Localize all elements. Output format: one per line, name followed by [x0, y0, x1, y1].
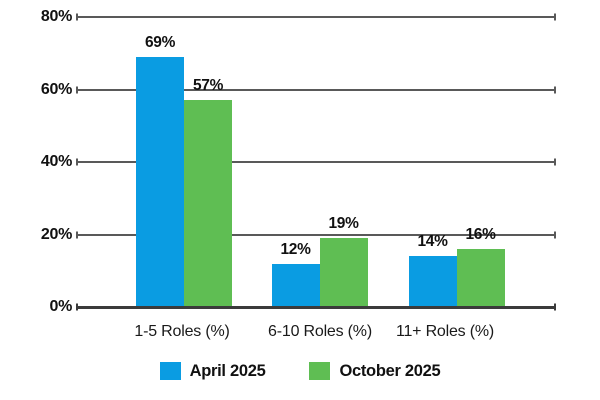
- x-category-label: 1-5 Roles (%): [134, 323, 230, 340]
- x-category-label: 6-10 Roles (%): [268, 323, 372, 340]
- bar-october-2025: [456, 249, 505, 307]
- gridline: [77, 161, 555, 163]
- legend-item: October 2025: [309, 361, 441, 381]
- data-label: 57%: [192, 77, 224, 95]
- legend-label: October 2025: [339, 361, 441, 380]
- data-label: 14%: [417, 233, 448, 251]
- x-axis-line: [77, 305, 555, 309]
- data-label: 16%: [465, 226, 496, 243]
- legend-swatch: [159, 362, 181, 380]
- y-tick-label: 40%: [40, 153, 72, 170]
- bar-april-2025: [136, 56, 184, 307]
- bar-october-2025: [319, 238, 368, 307]
- bar-april-2025: [271, 263, 320, 307]
- bar-april-2025: [408, 256, 457, 307]
- data-label: 69%: [144, 33, 176, 51]
- y-tick-label: 0%: [49, 298, 72, 315]
- gridline: [77, 233, 555, 236]
- legend: April 2025 October 2025: [0, 360, 600, 382]
- y-tick-label: 20%: [40, 225, 72, 243]
- plot-area: 69% 57% 12% 19% 14% 16%: [77, 16, 555, 309]
- gridline: [77, 16, 555, 18]
- y-tick-label: 60%: [40, 80, 72, 98]
- y-tick-label: 80%: [40, 8, 72, 25]
- legend-item: April 2025: [159, 361, 266, 381]
- data-label: 12%: [280, 240, 311, 258]
- bar-october-2025: [184, 100, 232, 307]
- gridline: [77, 88, 555, 91]
- data-label: 19%: [328, 215, 359, 233]
- legend-swatch: [309, 362, 331, 380]
- x-category-label: 11+ Roles (%): [395, 323, 495, 340]
- legend-label: April 2025: [189, 361, 266, 380]
